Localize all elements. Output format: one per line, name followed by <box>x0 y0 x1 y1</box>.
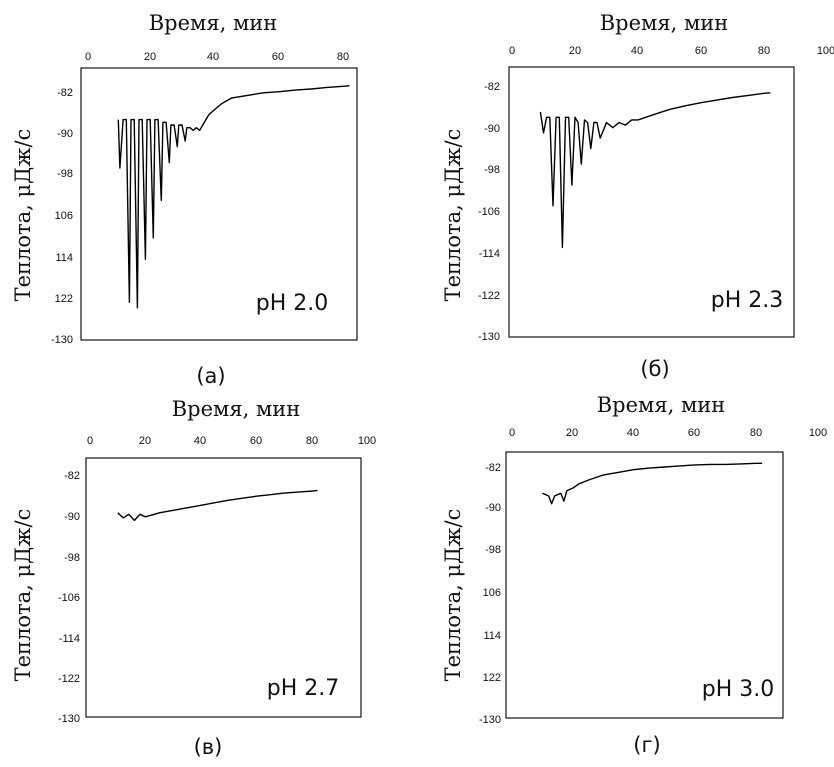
x-axis-title: Время, мин <box>597 393 726 417</box>
x-axis-title: Время, мин <box>149 11 278 35</box>
x-tick-label: 100 <box>358 435 376 447</box>
y-tick-labels: -82 -90 -98 106 114 122 -130 <box>479 462 501 726</box>
y-tick-label: -98 <box>64 552 80 564</box>
y-tick-label: 106 <box>55 210 73 222</box>
y-tick-labels: -82 -90 -98 106 114 122 -130 <box>51 87 73 346</box>
x-tick-label: 60 <box>250 435 262 447</box>
y-tick-label: -130 <box>58 713 80 725</box>
y-axis-title: Теплота, μДж/с <box>441 129 465 302</box>
panel-b: Время, мин 0 20 40 60 80 100 Теплота, μД… <box>441 11 834 381</box>
x-tick-labels: 0 20 40 60 80 <box>85 51 349 63</box>
plot-frame <box>80 67 358 341</box>
y-tick-label: -90 <box>64 511 80 523</box>
x-tick-label: 20 <box>569 45 581 57</box>
x-tick-label: 80 <box>337 51 349 63</box>
y-tick-label: -106 <box>58 592 80 604</box>
x-tick-labels: 0 20 40 60 80 100 <box>509 45 834 57</box>
y-tick-label: -82 <box>485 462 501 474</box>
y-tick-label: -130 <box>51 334 73 346</box>
plot-frame <box>508 66 795 338</box>
x-tick-label: 80 <box>750 427 762 439</box>
x-tick-labels: 0 20 40 60 80 100 <box>87 435 376 447</box>
y-tick-label: -130 <box>478 331 500 343</box>
y-tick-label: -90 <box>485 502 501 514</box>
x-tick-label: 0 <box>85 51 91 63</box>
ph-label: pH 3.0 <box>702 677 775 702</box>
x-tick-label: 40 <box>207 51 219 63</box>
x-tick-label: 20 <box>566 427 578 439</box>
x-tick-label: 40 <box>627 427 639 439</box>
x-tick-label: 0 <box>509 45 515 57</box>
y-tick-label: 114 <box>483 630 501 642</box>
data-line <box>117 489 318 522</box>
y-tick-labels: -82 -90 -98 -106 -114 -122 -130 <box>478 81 500 343</box>
y-tick-label: -90 <box>57 128 73 140</box>
x-tick-label: 0 <box>87 435 93 447</box>
x-tick-labels: 0 20 40 60 80 100 <box>509 427 827 439</box>
y-tick-label: -82 <box>64 470 80 482</box>
y-tick-label: 122 <box>483 672 501 684</box>
y-tick-label: -90 <box>484 123 500 135</box>
y-tick-label: -98 <box>484 164 500 176</box>
y-tick-label: -82 <box>57 87 73 99</box>
panel-caption: (а) <box>196 364 225 388</box>
data-line <box>117 85 350 309</box>
x-tick-label: 40 <box>631 45 643 57</box>
y-tick-labels: -82 -90 -98 -106 -114 -122 -130 <box>58 470 80 725</box>
x-tick-label: 20 <box>144 51 156 63</box>
y-tick-label: -106 <box>478 206 500 218</box>
y-tick-label: -130 <box>479 714 501 726</box>
x-tick-label: 80 <box>758 45 770 57</box>
y-axis-title: Теплота, μДж/с <box>11 129 35 302</box>
data-line <box>539 92 771 249</box>
x-tick-label: 80 <box>306 435 318 447</box>
y-tick-label: 106 <box>483 587 501 599</box>
ph-label: pH 2.7 <box>267 676 340 701</box>
panel-caption: (б) <box>640 357 669 381</box>
plot-frame <box>85 457 362 718</box>
y-tick-label: 114 <box>55 252 73 264</box>
x-tick-label: 60 <box>688 427 700 439</box>
x-tick-label: 40 <box>194 435 206 447</box>
ph-label: pH 2.0 <box>256 291 329 316</box>
y-tick-label: -82 <box>484 81 500 93</box>
x-tick-label: 20 <box>139 435 151 447</box>
y-axis-title: Теплота, μДж/с <box>11 509 35 682</box>
panel-d: Время, мин 0 20 40 60 80 100 Теплота, μД… <box>441 393 827 757</box>
panel-c: Время, мин 0 20 40 60 80 100 Теплота, μД… <box>11 397 376 759</box>
y-tick-label: 122 <box>55 293 73 305</box>
y-tick-label: -98 <box>485 544 501 556</box>
panel-caption: (в) <box>194 735 223 759</box>
x-axis-title: Время, мин <box>172 397 301 421</box>
data-line <box>542 462 763 505</box>
panel-a: Время, мин 0 20 40 60 80 Теплота, μДж/с … <box>11 11 358 388</box>
panel-caption: (г) <box>633 733 660 757</box>
x-tick-label: 0 <box>509 427 515 439</box>
x-tick-label: 100 <box>817 45 834 57</box>
x-tick-label: 60 <box>695 45 707 57</box>
x-tick-label: 60 <box>272 51 284 63</box>
y-tick-label: -114 <box>479 248 500 260</box>
y-tick-label: -114 <box>59 633 80 645</box>
y-tick-label: -122 <box>58 673 80 685</box>
y-tick-label: -98 <box>57 168 73 180</box>
x-axis-title: Время, мин <box>600 11 729 35</box>
ph-label: pH 2.3 <box>711 288 784 313</box>
y-tick-label: -122 <box>478 290 500 302</box>
y-axis-title: Теплота, μДж/с <box>441 509 465 682</box>
x-tick-label: 100 <box>809 427 827 439</box>
plot-frame <box>505 451 784 719</box>
